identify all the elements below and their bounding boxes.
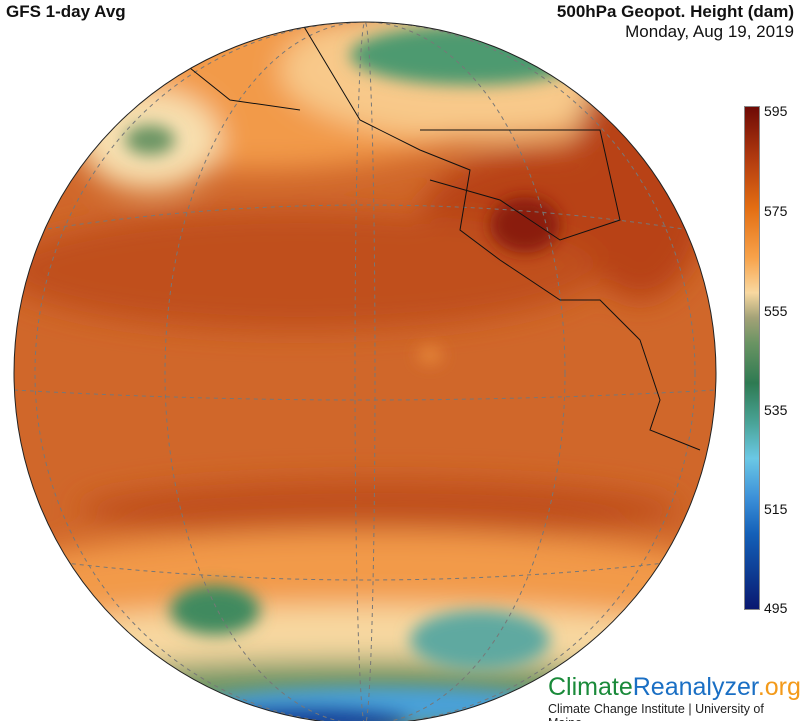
brand-logo[interactable]: ClimateReanalyzer.org bbox=[548, 673, 800, 702]
graticule bbox=[14, 22, 716, 721]
colorbar-tick: 595 bbox=[764, 103, 788, 119]
colorbar-tick: 555 bbox=[764, 303, 788, 319]
model-title: GFS 1-day Avg bbox=[6, 2, 126, 21]
colorbar-tick: 515 bbox=[764, 501, 788, 517]
brand-part3: .org bbox=[757, 673, 800, 701]
colorbar-tick: 535 bbox=[764, 402, 788, 418]
brand-subtitle: Climate Change Institute | University of… bbox=[548, 702, 764, 721]
variable-title: 500hPa Geopot. Height (dam) bbox=[556, 2, 794, 21]
colorbar-tick: 495 bbox=[764, 600, 788, 616]
brand-part1: Climate bbox=[548, 673, 633, 701]
date-label: Monday, Aug 19, 2019 bbox=[625, 22, 794, 41]
brand-part2: Reanalyzer bbox=[632, 673, 758, 701]
coastlines bbox=[179, 22, 701, 451]
colorbar-tick: 575 bbox=[764, 203, 788, 219]
colorbar bbox=[744, 106, 760, 610]
